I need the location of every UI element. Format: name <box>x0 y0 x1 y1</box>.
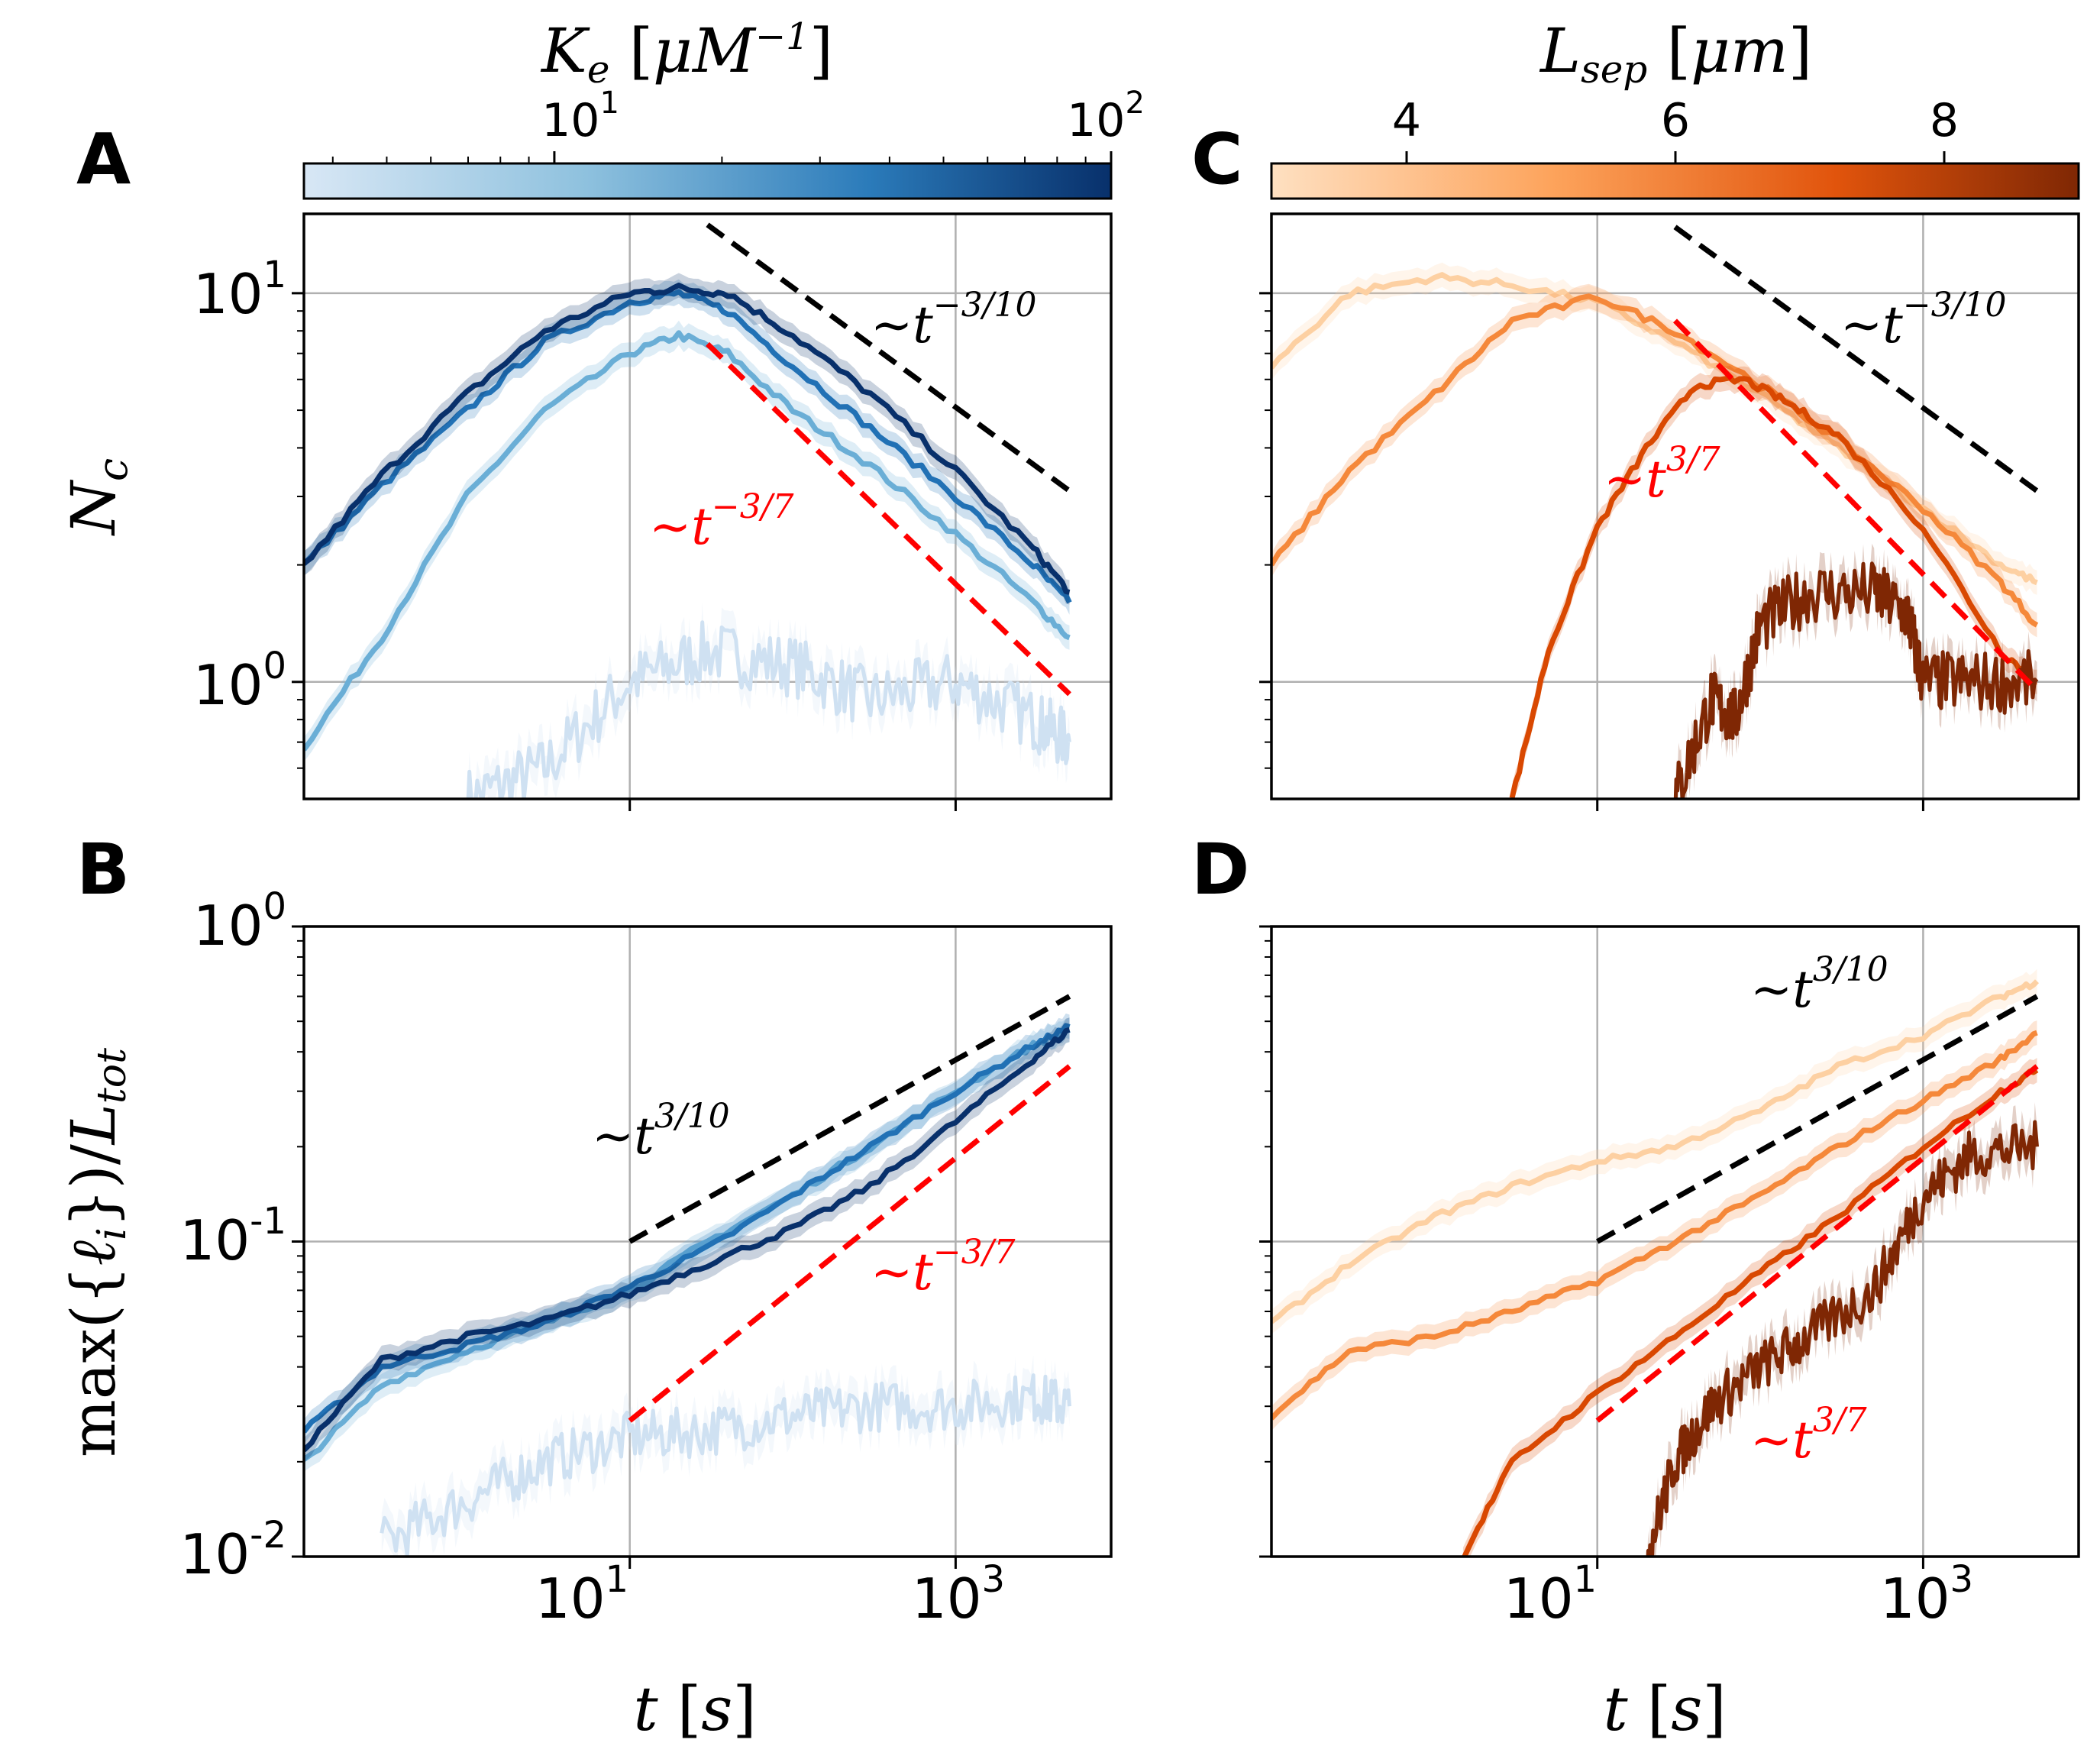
x-tick-B-10: 101 <box>535 1558 628 1631</box>
colorbar-left-ticks <box>331 151 1113 163</box>
y-tick-A-1: 100 <box>193 645 286 717</box>
series-line-0 <box>1271 272 2038 586</box>
panel-B <box>292 925 1113 1569</box>
series-band-1 <box>1271 283 2037 638</box>
series-line-3 <box>1646 1120 2039 1557</box>
plot-area <box>304 1013 1071 1557</box>
series-line-0 <box>466 620 1071 799</box>
series-band-0 <box>467 602 1070 799</box>
x-axis-label-B: t [s] <box>633 1673 756 1744</box>
colorbar-left-tick-10: 101 <box>541 86 619 147</box>
plot-area <box>1271 968 2040 1557</box>
plot-area <box>1271 262 2039 799</box>
series-line-2 <box>304 289 1072 604</box>
series-line-1 <box>1271 293 2039 628</box>
reference-line-black <box>628 994 1071 1244</box>
ticks <box>1259 925 1924 1569</box>
ticks <box>292 292 957 811</box>
series-band-0 <box>381 1355 1070 1557</box>
y-axis-label-bottom: max({ℓi})/Ltot <box>58 1048 135 1457</box>
x-tick-B-1000: 103 <box>912 1558 1005 1631</box>
colorbar-left-bar <box>302 162 1113 200</box>
reference-line-black <box>1673 225 2039 493</box>
y-tick-B-1: 100 <box>193 885 286 958</box>
ticks <box>292 925 957 1569</box>
annotation-A-red: ∼t−3/7 <box>649 487 794 556</box>
axes-frame <box>1270 212 2080 800</box>
reference-line-red <box>1595 1064 2039 1423</box>
colorbar-right-tick-6: 6 <box>1661 94 1690 147</box>
series-band-3 <box>1646 1102 2037 1557</box>
panel-letter-B: B <box>76 829 130 910</box>
colorbar-right-tick-8: 8 <box>1930 94 1959 147</box>
series-line-3 <box>304 1027 1071 1453</box>
series-line-0 <box>380 1373 1071 1557</box>
y-tick-B-0.01: 10-2 <box>180 1514 286 1586</box>
colorbar-right-label: Lsep [μm] <box>1539 15 1812 92</box>
colorbar-left-label: Ke [μM−1] <box>540 15 833 92</box>
annotation-D-red: ∼t3/7 <box>1750 1401 1867 1470</box>
colorbar-right-tick-4: 4 <box>1392 94 1421 147</box>
panel-letter-D: D <box>1191 829 1249 910</box>
annotation-B-red: ∼t−3/7 <box>871 1233 1016 1301</box>
x-tick-D-10: 101 <box>1504 1558 1597 1631</box>
y-tick-A-10: 101 <box>193 254 286 326</box>
series-line-0 <box>1271 979 2040 1324</box>
reference-line-red <box>628 1064 1071 1423</box>
axes-frame <box>302 212 1113 800</box>
colorbar-right: 4 6 8 Lsep [μm] <box>1270 15 2080 200</box>
panel-letter-A: A <box>76 118 131 200</box>
panel-D <box>1259 925 2080 1569</box>
series-band-3 <box>304 273 1070 605</box>
reference-line-red <box>1672 318 2040 693</box>
series-line-1 <box>304 330 1071 752</box>
colorbar-right-bar <box>1270 162 2080 200</box>
colorbar-right-ticks <box>1405 151 1946 163</box>
colorbar-left: 101 102 Ke [μM−1] <box>302 15 1145 200</box>
panel-A <box>292 212 1113 811</box>
series-band-1 <box>304 1017 1070 1472</box>
x-axis-label-D: t [s] <box>1603 1673 1726 1744</box>
annotation-A-black: ∼t−3/10 <box>871 286 1037 354</box>
x-tick-D-1000: 103 <box>1880 1558 1973 1631</box>
series-line-2 <box>1509 375 2037 799</box>
panel-letter-C: C <box>1191 118 1243 200</box>
series-line-2 <box>1461 1068 2039 1557</box>
y-tick-B-0.1: 10-1 <box>180 1200 286 1272</box>
reference-line-black <box>706 222 1071 493</box>
y-axis-label-top: Nc <box>58 458 137 536</box>
ticks <box>1259 292 1924 811</box>
series-line-3 <box>304 283 1071 595</box>
series-line-1 <box>304 1027 1071 1462</box>
series-line-1 <box>1271 1030 2038 1421</box>
annotation-B-black: ∼t3/10 <box>592 1097 730 1166</box>
plot-area <box>304 273 1072 799</box>
series-line-2 <box>304 1023 1071 1434</box>
annotation-D-black: ∼t3/10 <box>1750 950 1888 1019</box>
reference-line-black <box>1596 994 2039 1244</box>
series-line-3 <box>1673 561 2039 799</box>
series-band-2 <box>1462 1058 2037 1557</box>
annotation-C-red: ∼t3/7 <box>1604 440 1720 509</box>
reference-line-red <box>706 341 1071 697</box>
colorbar-left-tick-100: 102 <box>1067 86 1145 147</box>
panel-C <box>1259 212 2080 811</box>
